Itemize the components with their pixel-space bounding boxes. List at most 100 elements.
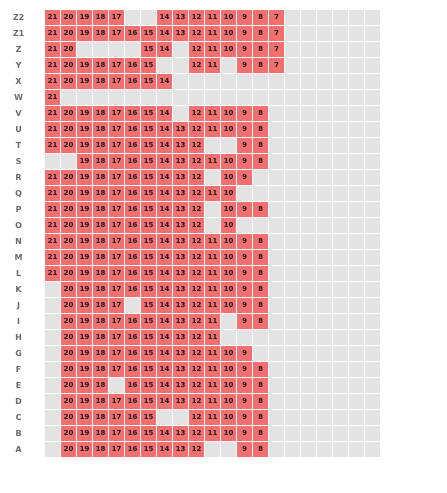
seat-t-18[interactable]: 18 <box>93 138 108 153</box>
seat-u-15[interactable]: 15 <box>141 122 156 137</box>
seat-a-15[interactable]: 15 <box>141 442 156 457</box>
seat-a-16[interactable]: 16 <box>125 442 140 457</box>
seat-o-16[interactable]: 16 <box>125 218 140 233</box>
seat-p-16[interactable]: 16 <box>125 202 140 217</box>
seat-d-8[interactable]: 8 <box>253 394 268 409</box>
seat-e-10[interactable]: 10 <box>221 378 236 393</box>
seat-u-8[interactable]: 8 <box>253 122 268 137</box>
seat-i-18[interactable]: 18 <box>93 314 108 329</box>
seat-u-9[interactable]: 9 <box>237 122 252 137</box>
seat-r-12[interactable]: 12 <box>189 170 204 185</box>
seat-n-20[interactable]: 20 <box>61 234 76 249</box>
seat-j-18[interactable]: 18 <box>93 298 108 313</box>
seat-v-12[interactable]: 12 <box>189 106 204 121</box>
seat-z-14[interactable]: 14 <box>157 42 172 57</box>
seat-b-19[interactable]: 19 <box>77 426 92 441</box>
seat-a-9[interactable]: 9 <box>237 442 252 457</box>
seat-v-9[interactable]: 9 <box>237 106 252 121</box>
seat-s-15[interactable]: 15 <box>141 154 156 169</box>
seat-a-18[interactable]: 18 <box>93 442 108 457</box>
seat-z1-9[interactable]: 9 <box>237 26 252 41</box>
seat-z2-20[interactable]: 20 <box>61 10 76 25</box>
seat-h-18[interactable]: 18 <box>93 330 108 345</box>
seat-g-9[interactable]: 9 <box>237 346 252 361</box>
seat-q-10[interactable]: 10 <box>221 186 236 201</box>
seat-c-16[interactable]: 16 <box>125 410 140 425</box>
seat-w-21[interactable]: 21 <box>45 90 60 105</box>
seat-k-9[interactable]: 9 <box>237 282 252 297</box>
seat-r-10[interactable]: 10 <box>221 170 236 185</box>
seat-u-10[interactable]: 10 <box>221 122 236 137</box>
seat-u-11[interactable]: 11 <box>205 122 220 137</box>
seat-c-20[interactable]: 20 <box>61 410 76 425</box>
seat-s-11[interactable]: 11 <box>205 154 220 169</box>
seat-r-20[interactable]: 20 <box>61 170 76 185</box>
seat-t-21[interactable]: 21 <box>45 138 60 153</box>
seat-z1-20[interactable]: 20 <box>61 26 76 41</box>
seat-m-19[interactable]: 19 <box>77 250 92 265</box>
seat-s-12[interactable]: 12 <box>189 154 204 169</box>
seat-g-20[interactable]: 20 <box>61 346 76 361</box>
seat-g-18[interactable]: 18 <box>93 346 108 361</box>
seat-q-14[interactable]: 14 <box>157 186 172 201</box>
seat-n-11[interactable]: 11 <box>205 234 220 249</box>
seat-d-17[interactable]: 17 <box>109 394 124 409</box>
seat-z2-9[interactable]: 9 <box>237 10 252 25</box>
seat-k-18[interactable]: 18 <box>93 282 108 297</box>
seat-z2-19[interactable]: 19 <box>77 10 92 25</box>
seat-r-9[interactable]: 9 <box>237 170 252 185</box>
seat-k-15[interactable]: 15 <box>141 282 156 297</box>
seat-p-15[interactable]: 15 <box>141 202 156 217</box>
seat-o-15[interactable]: 15 <box>141 218 156 233</box>
seat-x-17[interactable]: 17 <box>109 74 124 89</box>
seat-v-11[interactable]: 11 <box>205 106 220 121</box>
seat-y-16[interactable]: 16 <box>125 58 140 73</box>
seat-f-17[interactable]: 17 <box>109 362 124 377</box>
seat-n-19[interactable]: 19 <box>77 234 92 249</box>
seat-m-17[interactable]: 17 <box>109 250 124 265</box>
seat-g-13[interactable]: 13 <box>173 346 188 361</box>
seat-f-9[interactable]: 9 <box>237 362 252 377</box>
seat-u-21[interactable]: 21 <box>45 122 60 137</box>
seat-q-21[interactable]: 21 <box>45 186 60 201</box>
seat-g-11[interactable]: 11 <box>205 346 220 361</box>
seat-j-14[interactable]: 14 <box>157 298 172 313</box>
seat-t-13[interactable]: 13 <box>173 138 188 153</box>
seat-d-20[interactable]: 20 <box>61 394 76 409</box>
seat-c-15[interactable]: 15 <box>141 410 156 425</box>
seat-m-20[interactable]: 20 <box>61 250 76 265</box>
seat-b-16[interactable]: 16 <box>125 426 140 441</box>
seat-c-10[interactable]: 10 <box>221 410 236 425</box>
seat-n-13[interactable]: 13 <box>173 234 188 249</box>
seat-b-9[interactable]: 9 <box>237 426 252 441</box>
seat-u-18[interactable]: 18 <box>93 122 108 137</box>
seat-k-8[interactable]: 8 <box>253 282 268 297</box>
seat-i-15[interactable]: 15 <box>141 314 156 329</box>
seat-b-18[interactable]: 18 <box>93 426 108 441</box>
seat-k-12[interactable]: 12 <box>189 282 204 297</box>
seat-e-19[interactable]: 19 <box>77 378 92 393</box>
seat-z1-11[interactable]: 11 <box>205 26 220 41</box>
seat-j-13[interactable]: 13 <box>173 298 188 313</box>
seat-c-17[interactable]: 17 <box>109 410 124 425</box>
seat-d-14[interactable]: 14 <box>157 394 172 409</box>
seat-s-10[interactable]: 10 <box>221 154 236 169</box>
seat-c-18[interactable]: 18 <box>93 410 108 425</box>
seat-b-15[interactable]: 15 <box>141 426 156 441</box>
seat-y-19[interactable]: 19 <box>77 58 92 73</box>
seat-e-12[interactable]: 12 <box>189 378 204 393</box>
seat-u-17[interactable]: 17 <box>109 122 124 137</box>
seat-s-16[interactable]: 16 <box>125 154 140 169</box>
seat-v-15[interactable]: 15 <box>141 106 156 121</box>
seat-s-18[interactable]: 18 <box>93 154 108 169</box>
seat-y-20[interactable]: 20 <box>61 58 76 73</box>
seat-u-16[interactable]: 16 <box>125 122 140 137</box>
seat-c-8[interactable]: 8 <box>253 410 268 425</box>
seat-i-16[interactable]: 16 <box>125 314 140 329</box>
seat-d-13[interactable]: 13 <box>173 394 188 409</box>
seat-a-17[interactable]: 17 <box>109 442 124 457</box>
seat-z2-10[interactable]: 10 <box>221 10 236 25</box>
seat-j-10[interactable]: 10 <box>221 298 236 313</box>
seat-e-20[interactable]: 20 <box>61 378 76 393</box>
seat-y-21[interactable]: 21 <box>45 58 60 73</box>
